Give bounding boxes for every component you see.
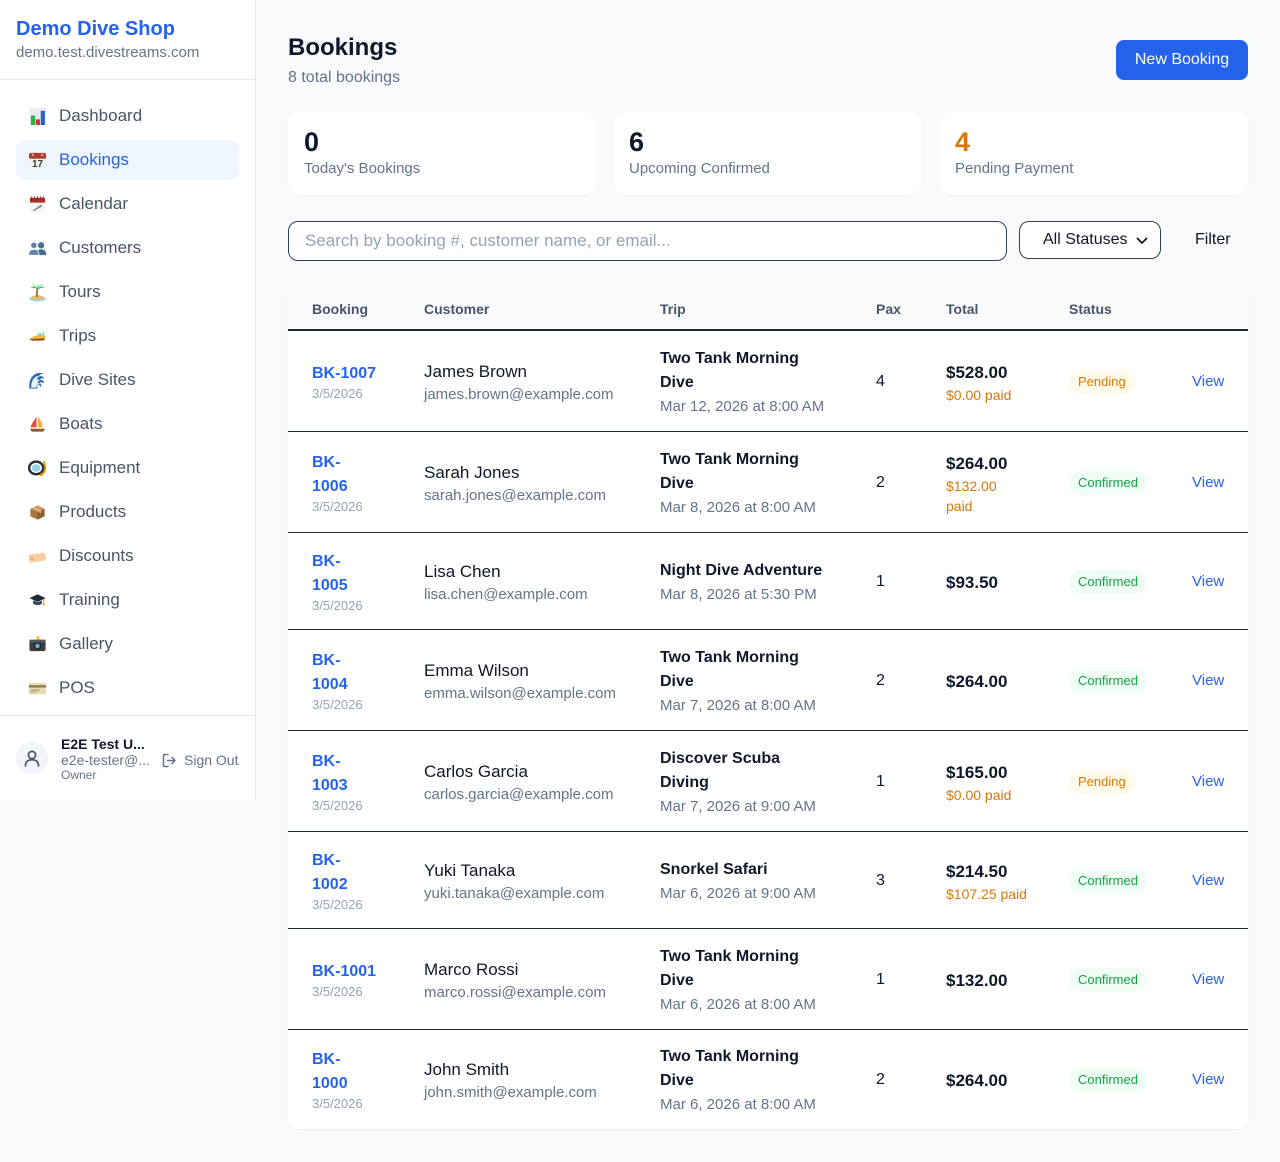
- svg-text:17: 17: [32, 159, 44, 170]
